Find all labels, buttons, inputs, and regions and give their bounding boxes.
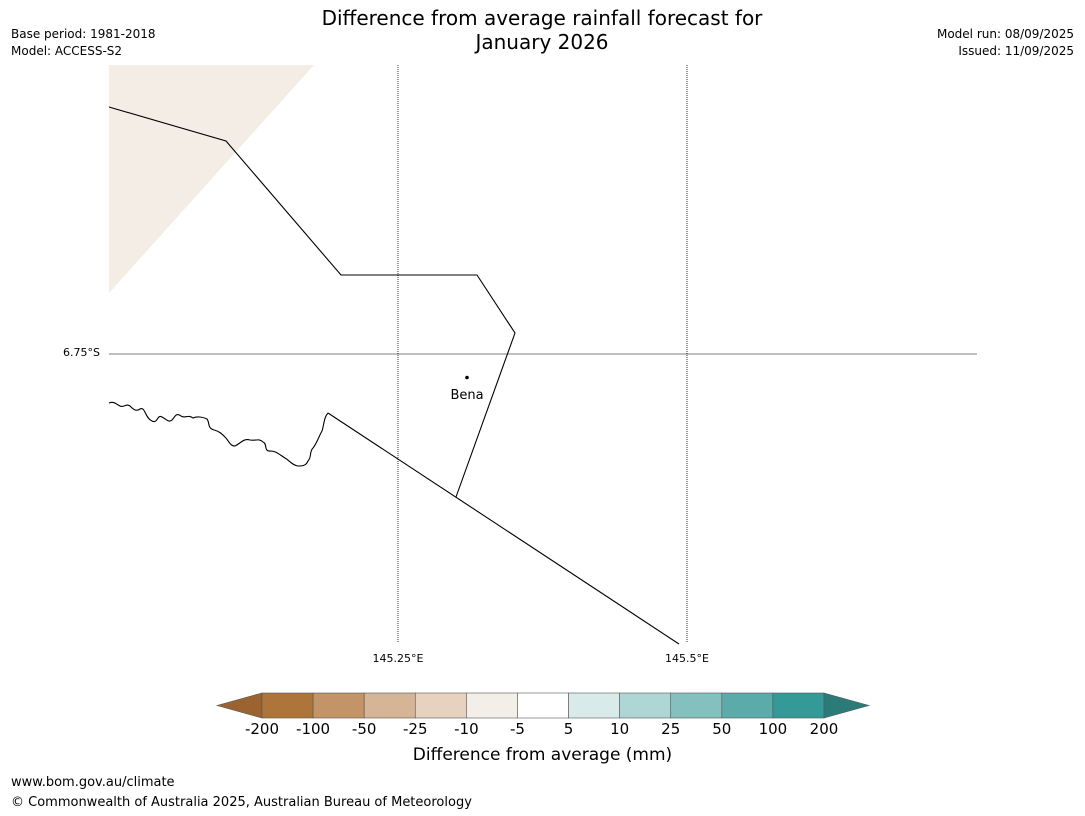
anomaly-fill-region [109, 65, 314, 293]
colorbar-tick-label: -200 [244, 720, 280, 738]
colorbar-tick-label: 200 [809, 720, 839, 738]
colorbar-box [568, 692, 620, 719]
colorbar-tick-label: 5 [563, 720, 574, 738]
longitude-label-1: 145.25°E [372, 652, 424, 665]
colorbar-box [772, 692, 825, 719]
coastline [108, 401, 329, 467]
header-meta-left: Base period: 1981-2018 Model: ACCESS-S2 [11, 26, 156, 60]
place-label-bena: Bena [450, 388, 484, 403]
title-line-1: Difference from average rainfall forecas… [321, 6, 763, 30]
header-meta-right: Model run: 08/09/2025 Issued: 11/09/2025 [937, 26, 1074, 60]
title-line-2: January 2026 [475, 30, 609, 54]
colorbar-tick-label: -25 [403, 720, 428, 738]
colorbar-box [414, 692, 467, 719]
colorbar-box [466, 692, 518, 719]
latitude-label: 6.75°S [63, 346, 100, 359]
map-panel: 6.75°S 145.25°E 145.5°E Bena [63, 65, 977, 665]
colorbar-extend-high [823, 692, 871, 719]
colorbar-tick-label: 100 [758, 720, 788, 738]
chart-title: Difference from average rainfall forecas… [242, 6, 842, 54]
colorbar-tick-label: -100 [296, 720, 331, 738]
map-svg [108, 65, 977, 645]
colorbar-extend-low [215, 692, 263, 719]
district-boundary-south [327, 412, 680, 645]
colorbar-box [517, 692, 569, 719]
colorbar-tick-label: 10 [610, 720, 630, 738]
colorbar-box [619, 692, 672, 719]
colorbar-box [721, 692, 774, 719]
district-boundary-north [108, 106, 516, 498]
colorbar-box [670, 692, 723, 719]
colorbar-tick-label: -10 [454, 720, 479, 738]
colorbar-box [312, 692, 365, 719]
colorbar-tick-label: 50 [712, 720, 732, 738]
colorbar-box [261, 692, 314, 719]
colorbar-tick-label: -5 [509, 720, 525, 738]
bena-marker [465, 375, 469, 380]
colorbar-label: Difference from average (mm) [412, 745, 673, 765]
base-period-text: Base period: 1981-2018 [11, 27, 156, 41]
issued-text: Issued: 11/09/2025 [958, 44, 1074, 58]
colorbar-tick-label: -50 [351, 720, 377, 738]
model-run-text: Model run: 08/09/2025 [936, 27, 1074, 41]
footer-url: www.bom.gov.au/climate [11, 775, 175, 790]
longitude-label-2: 145.5°E [665, 652, 709, 665]
model-text: Model: ACCESS-S2 [11, 44, 123, 58]
colorbar [215, 692, 871, 719]
colorbar-box [363, 692, 416, 719]
footer-copyright: © Commonwealth of Australia 2025, Austra… [11, 795, 472, 810]
colorbar-tick-label: 25 [661, 720, 681, 738]
